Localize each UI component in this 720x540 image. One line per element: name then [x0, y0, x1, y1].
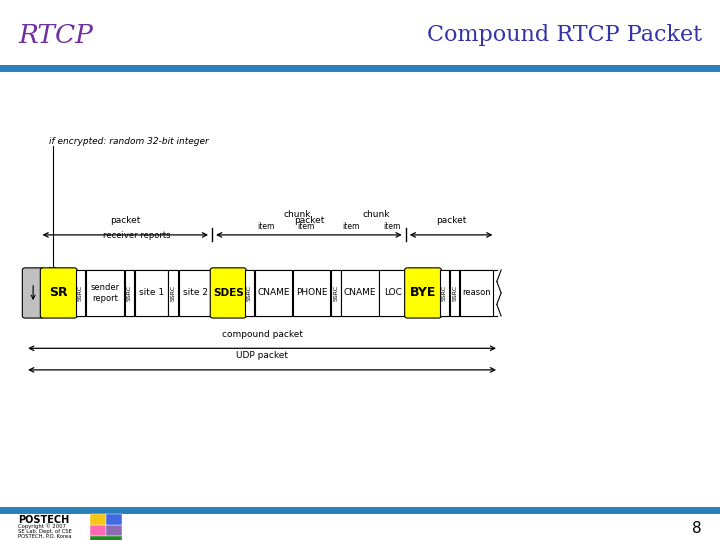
- Text: item: item: [297, 222, 315, 231]
- Bar: [90, 525, 106, 536]
- Bar: [440, 270, 449, 316]
- Bar: [460, 270, 493, 316]
- Bar: [379, 270, 406, 316]
- Bar: [106, 525, 122, 536]
- Text: packet: packet: [436, 216, 467, 225]
- Text: 8: 8: [693, 521, 702, 536]
- Bar: [341, 270, 379, 316]
- Text: SSRC: SSRC: [78, 285, 83, 301]
- Bar: [245, 270, 254, 316]
- Bar: [90, 514, 106, 525]
- Text: packet: packet: [110, 216, 140, 225]
- Bar: [331, 270, 341, 316]
- Text: UDP packet: UDP packet: [236, 351, 288, 360]
- Text: BYE: BYE: [410, 286, 436, 300]
- Text: sender
report: sender report: [90, 284, 120, 302]
- FancyBboxPatch shape: [210, 268, 246, 318]
- Text: SR: SR: [50, 286, 68, 300]
- Text: SSRC: SSRC: [171, 285, 176, 301]
- Bar: [90, 536, 122, 540]
- Text: receiver reports: receiver reports: [103, 231, 171, 240]
- Text: SE Lab. Dept. of CSE: SE Lab. Dept. of CSE: [18, 529, 72, 534]
- Text: reason: reason: [462, 288, 491, 298]
- Text: LOC: LOC: [384, 288, 402, 298]
- Text: if encrypted: random 32-bit integer: if encrypted: random 32-bit integer: [49, 137, 209, 146]
- Text: SSRC: SSRC: [333, 285, 338, 301]
- Text: PHONE: PHONE: [296, 288, 328, 298]
- Text: SSRC: SSRC: [452, 285, 457, 301]
- Text: SDES: SDES: [213, 288, 243, 298]
- Text: RTCP: RTCP: [18, 23, 93, 48]
- Text: site 1: site 1: [139, 288, 163, 298]
- Text: CNAME: CNAME: [257, 288, 290, 298]
- Bar: [255, 270, 292, 316]
- Bar: [168, 270, 178, 316]
- Bar: [86, 270, 124, 316]
- Bar: [76, 270, 85, 316]
- Text: item: item: [258, 222, 275, 231]
- Text: SSRC: SSRC: [127, 285, 132, 301]
- Text: chunk: chunk: [362, 210, 390, 219]
- Text: compound packet: compound packet: [222, 329, 302, 339]
- Text: packet: packet: [294, 216, 324, 225]
- FancyBboxPatch shape: [22, 268, 44, 318]
- Text: chunk: chunk: [284, 210, 311, 219]
- Bar: [293, 270, 330, 316]
- Bar: [179, 270, 212, 316]
- Text: Copyright © 2007: Copyright © 2007: [18, 524, 66, 529]
- Text: item: item: [342, 222, 359, 231]
- Text: Compound RTCP Packet: Compound RTCP Packet: [427, 24, 702, 46]
- Bar: [450, 270, 459, 316]
- FancyBboxPatch shape: [405, 268, 441, 318]
- Text: CNAME: CNAME: [343, 288, 377, 298]
- FancyBboxPatch shape: [40, 268, 77, 318]
- Text: POSTECH, P.O. Korea: POSTECH, P.O. Korea: [18, 534, 71, 538]
- Text: site 2: site 2: [183, 288, 207, 298]
- Bar: [135, 270, 168, 316]
- Text: SSRC: SSRC: [442, 285, 447, 301]
- Bar: [125, 270, 134, 316]
- Text: POSTECH: POSTECH: [18, 515, 69, 525]
- Text: SSRC: SSRC: [247, 285, 252, 301]
- Text: item: item: [383, 222, 400, 231]
- Bar: [106, 514, 122, 525]
